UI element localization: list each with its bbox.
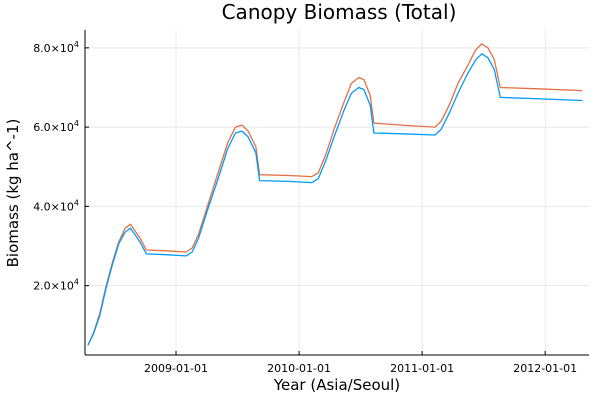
- y-tick-label: 4.0×104: [33, 198, 79, 213]
- series-line-2: [87, 53, 583, 346]
- y-tick-mantissa: 4.0×10: [33, 200, 74, 213]
- y-tick-mantissa: 8.0×10: [33, 42, 74, 55]
- x-axis-ticks: 2009-01-01 2010-01-01 2011-01-01 2012-01-01: [144, 351, 577, 375]
- x-tick-label: 2009-01-01: [144, 362, 208, 375]
- y-tick-label: 2.0×104: [33, 278, 79, 293]
- y-tick-mantissa: 2.0×10: [33, 280, 74, 293]
- y-tick-label: 8.0×104: [33, 40, 79, 55]
- y-tick-label: 6.0×104: [33, 119, 79, 134]
- chart-title: Canopy Biomass (Total): [222, 0, 457, 24]
- y-tick-exponent: 4: [74, 40, 79, 49]
- x-tick-label: 2010-01-01: [267, 362, 331, 375]
- x-tick-label: 2012-01-01: [513, 362, 577, 375]
- grid-lines: [85, 30, 589, 355]
- x-axis-label: Year (Asia/Seoul): [273, 376, 400, 394]
- data-series: [87, 43, 583, 346]
- y-tick-exponent: 4: [74, 198, 79, 207]
- x-tick-label: 2011-01-01: [390, 362, 454, 375]
- y-axis-label: Biomass (kg ha^-1): [4, 119, 22, 268]
- axes: [84, 30, 589, 356]
- series-line-1: [87, 43, 583, 346]
- y-tick-exponent: 4: [74, 119, 79, 128]
- y-tick-mantissa: 6.0×10: [33, 121, 74, 134]
- y-tick-exponent: 4: [74, 278, 79, 287]
